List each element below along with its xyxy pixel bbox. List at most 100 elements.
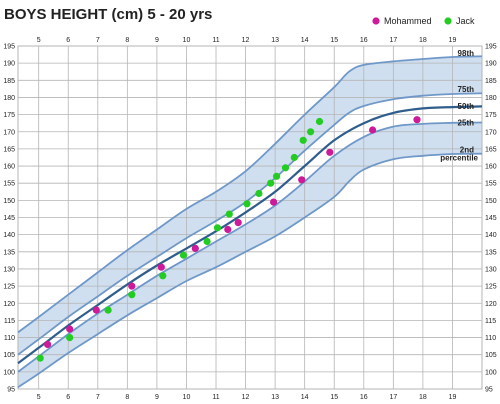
point-mohammed-11 <box>369 126 377 134</box>
point-mohammed-2 <box>92 306 100 314</box>
xtick-top-9: 9 <box>155 37 159 44</box>
xtick-bottom-15: 15 <box>330 394 338 401</box>
ytick-left-105: 105 <box>3 352 15 359</box>
point-mohammed-10 <box>326 148 334 156</box>
grid-lines <box>17 45 483 390</box>
point-mohammed-5 <box>191 244 199 252</box>
ytick-right-150: 150 <box>485 198 497 205</box>
ytick-right-105: 105 <box>485 352 497 359</box>
xtick-top-12: 12 <box>242 37 250 44</box>
ytick-left-170: 170 <box>3 129 15 136</box>
band-98-75 <box>18 56 482 355</box>
xtick-bottom-5: 5 <box>37 394 41 401</box>
ytick-left-95: 95 <box>7 387 15 394</box>
ytick-right-175: 175 <box>485 112 497 119</box>
ytick-right-120: 120 <box>485 301 497 308</box>
point-mohammed-9 <box>298 176 306 184</box>
point-jack-13 <box>281 164 290 172</box>
point-jack-4 <box>159 272 167 280</box>
xtick-top-15: 15 <box>330 37 338 44</box>
point-jack-5 <box>179 251 188 259</box>
legend-marker-mohammed <box>372 17 380 25</box>
point-jack-16 <box>307 128 315 136</box>
ytick-right-100: 100 <box>485 369 497 376</box>
ytick-right-190: 190 <box>485 61 497 68</box>
ytick-left-180: 180 <box>3 95 15 102</box>
legend-label-jack: Jack <box>456 16 475 26</box>
ytick-left-115: 115 <box>4 318 15 325</box>
point-mohammed-8 <box>270 198 278 206</box>
ytick-right-115: 115 <box>485 318 496 325</box>
point-mohammed-0 <box>44 340 52 348</box>
point-jack-2 <box>104 306 112 314</box>
xtick-bottom-7: 7 <box>96 394 100 401</box>
data-points <box>36 116 421 362</box>
point-mohammed-7 <box>234 219 242 227</box>
ytick-right-145: 145 <box>485 215 497 222</box>
xtick-bottom-10: 10 <box>183 394 191 401</box>
ytick-right-95: 95 <box>485 387 493 394</box>
point-mohammed-1 <box>66 325 74 333</box>
xtick-top-13: 13 <box>271 37 279 44</box>
ytick-right-180: 180 <box>485 95 497 102</box>
ytick-right-140: 140 <box>485 232 497 239</box>
legend-marker-jack <box>444 17 452 25</box>
ytick-left-155: 155 <box>3 181 15 188</box>
band-25-2 <box>18 122 482 388</box>
curve-2nd-percentile <box>17 152 483 389</box>
point-jack-14 <box>290 153 298 162</box>
ytick-left-100: 100 <box>3 369 15 376</box>
xtick-bottom-16: 16 <box>360 394 368 401</box>
ytick-right-170: 170 <box>485 129 497 136</box>
ytick-left-120: 120 <box>3 301 15 308</box>
xtick-bottom-17: 17 <box>389 394 397 401</box>
point-jack-7 <box>213 224 222 232</box>
label-percentile: percentile <box>440 154 478 163</box>
xtick-top-10: 10 <box>183 37 191 44</box>
ytick-left-130: 130 <box>3 266 15 273</box>
point-jack-0 <box>36 354 44 362</box>
ytick-right-155: 155 <box>485 181 497 188</box>
xtick-top-17: 17 <box>389 37 397 44</box>
legend-label-mohammed: Mohammed <box>384 16 432 26</box>
ytick-right-195: 195 <box>485 44 497 51</box>
ytick-right-160: 160 <box>485 164 497 171</box>
xtick-bottom-11: 11 <box>212 394 219 401</box>
ytick-left-135: 135 <box>3 249 15 256</box>
ytick-left-185: 185 <box>3 78 15 85</box>
ytick-left-175: 175 <box>3 112 15 119</box>
xtick-top-18: 18 <box>419 37 427 44</box>
point-jack-8 <box>225 210 233 218</box>
ytick-left-160: 160 <box>3 164 15 171</box>
xtick-bottom-13: 13 <box>271 394 279 401</box>
ytick-right-125: 125 <box>485 284 497 291</box>
curve-98th <box>17 55 483 334</box>
xtick-top-16: 16 <box>360 37 368 44</box>
xtick-bottom-9: 9 <box>155 394 159 401</box>
ytick-right-130: 130 <box>485 266 497 273</box>
ytick-right-165: 165 <box>485 146 497 153</box>
ytick-left-110: 110 <box>4 335 15 342</box>
xtick-top-6: 6 <box>66 37 70 44</box>
label-50th: 50th <box>458 102 475 111</box>
legend: Mohammed Jack <box>372 16 475 26</box>
point-mohammed-6 <box>224 225 232 234</box>
chart-title: BOYS HEIGHT (cm) 5 - 20 yrs <box>4 6 212 23</box>
xtick-bottom-14: 14 <box>301 394 309 401</box>
label-75th: 75th <box>458 85 475 94</box>
curve-25th <box>17 121 483 373</box>
xtick-top-19: 19 <box>449 37 457 44</box>
xtick-bottom-19: 19 <box>449 394 457 401</box>
point-jack-3 <box>128 291 136 299</box>
ytick-right-185: 185 <box>485 78 497 85</box>
ytick-left-165: 165 <box>3 146 15 153</box>
ytick-left-145: 145 <box>3 215 15 222</box>
curve-50th <box>17 105 483 365</box>
ytick-left-125: 125 <box>3 284 15 291</box>
ytick-left-140: 140 <box>3 232 15 239</box>
point-jack-12 <box>273 172 281 180</box>
point-mohammed-4 <box>157 263 165 271</box>
xtick-top-11: 11 <box>212 37 219 44</box>
xtick-bottom-6: 6 <box>66 394 70 401</box>
